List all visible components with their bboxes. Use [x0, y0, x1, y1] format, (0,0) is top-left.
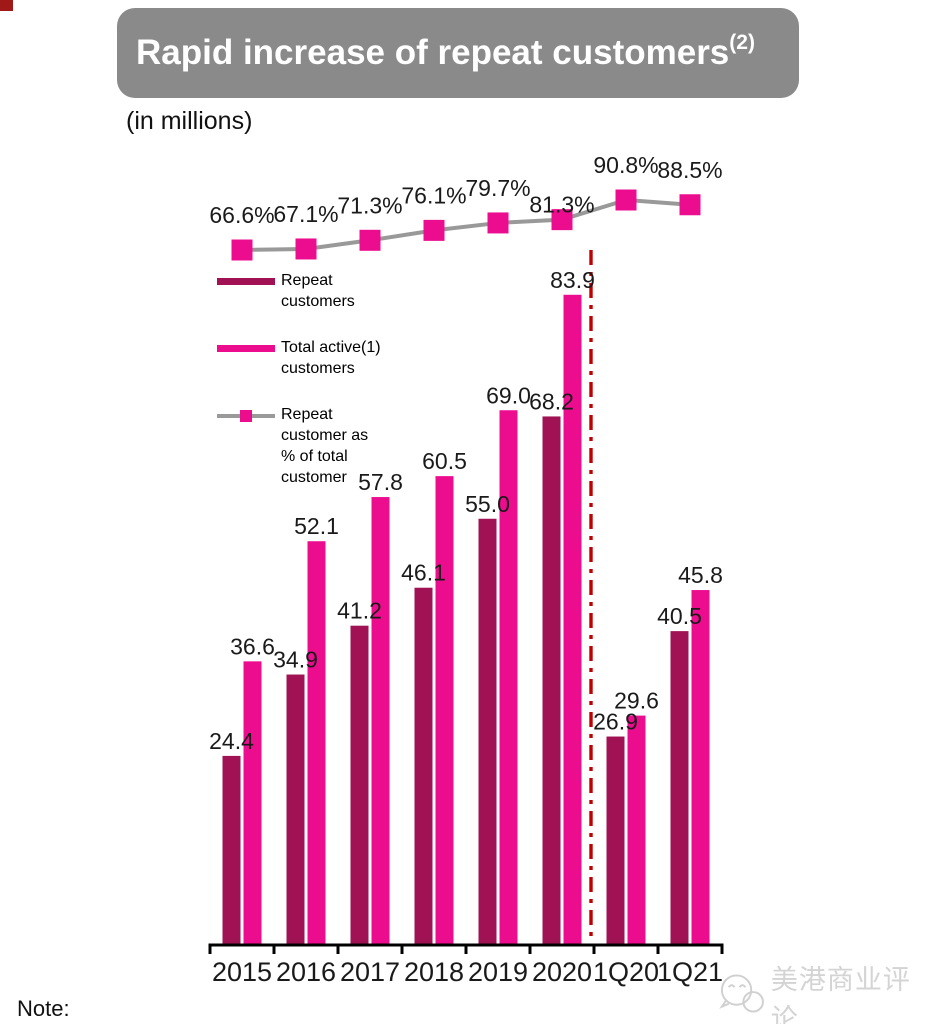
pct-marker-2017	[359, 229, 381, 251]
bar-total-1Q21	[691, 590, 710, 945]
bar-repeat-1Q20	[606, 736, 625, 945]
legend-pct-marker-square	[240, 410, 252, 422]
bar-total-2018	[435, 476, 454, 945]
bar-repeat-2019	[478, 518, 497, 945]
legend-label-repeat-pct: Repeat customer as % of total customer	[281, 406, 369, 486]
bar-value-repeat-2015: 24.4	[209, 728, 254, 754]
x-axis-label-2016: 2016	[276, 957, 336, 987]
bar-value-repeat-1Q21: 40.5	[657, 603, 702, 629]
bar-total-2016	[307, 541, 326, 945]
x-axis-label-1Q20: 1Q20	[593, 957, 659, 987]
pct-marker-2018	[423, 219, 445, 241]
pct-label-2020: 81.3%	[529, 192, 594, 218]
legend-item-repeat-customers: Repeat customers	[217, 270, 355, 312]
bar-value-total-2019: 69.0	[486, 382, 531, 408]
bar-total-2015	[243, 661, 262, 945]
bar-value-total-1Q21: 45.8	[678, 562, 723, 588]
legend-swatch-repeat-bar	[217, 278, 275, 285]
bar-value-repeat-2019: 55.0	[465, 491, 510, 517]
pct-marker-2020	[551, 209, 573, 231]
pct-label-1Q21: 88.5%	[657, 157, 722, 183]
bar-total-2020	[563, 294, 582, 945]
bar-repeat-2020	[542, 416, 561, 945]
bar-total-2017	[371, 497, 390, 945]
pct-line	[241, 197, 691, 253]
pct-label-1Q20: 90.8%	[593, 152, 658, 178]
bar-value-repeat-2017: 41.2	[337, 598, 382, 624]
title-banner: Rapid increase of repeat customers(2)	[117, 8, 799, 98]
x-axis-label-2017: 2017	[340, 957, 400, 987]
pct-marker-2019	[487, 212, 509, 234]
bar-repeat-2015	[222, 755, 241, 945]
x-axis-label-2018: 2018	[404, 957, 464, 987]
bar-value-repeat-2018: 46.1	[401, 560, 446, 586]
legend-item-total-active-customers: Total active(1) customers	[217, 337, 381, 379]
watermark: 美港商业评论	[718, 952, 935, 1024]
units-label: (in millions)	[126, 107, 253, 135]
pct-marker-2015	[231, 239, 253, 261]
bar-value-repeat-1Q20: 26.9	[593, 709, 638, 735]
pct-label-2018: 76.1%	[401, 182, 466, 208]
bar-repeat-2016	[286, 674, 305, 945]
page-title: Rapid increase of repeat customers(2)	[136, 31, 755, 73]
x-axis-label-2015: 2015	[212, 957, 272, 987]
pct-label-2016: 67.1%	[273, 201, 338, 227]
legend-label-total-active-customers: Total active(1) customers	[281, 339, 381, 377]
pct-label-2015: 66.6%	[209, 202, 274, 228]
page-title-text: Rapid increase of repeat customers	[136, 33, 730, 72]
bar-total-1Q20	[627, 715, 646, 945]
pct-label-2019: 79.7%	[465, 175, 530, 201]
legend-item-repeat-pct: Repeat customer as % of total customer	[217, 404, 368, 488]
pct-marker-2016	[295, 238, 317, 260]
x-axis-label-2020: 2020	[532, 957, 592, 987]
bar-value-repeat-2016: 34.9	[273, 647, 318, 673]
title-footnote-ref: (2)	[729, 31, 755, 55]
bar-value-total-2015: 36.6	[230, 633, 275, 659]
corner-accent	[0, 0, 13, 11]
bar-repeat-2017	[350, 625, 369, 945]
bar-value-total-1Q20: 29.6	[614, 688, 659, 714]
pct-marker-1Q21	[679, 194, 701, 216]
x-axis-label-2019: 2019	[468, 957, 528, 987]
bar-value-repeat-2020: 68.2	[529, 388, 574, 414]
legend-label-repeat-customers: Repeat customers	[281, 272, 355, 310]
bar-repeat-2018	[414, 587, 433, 945]
legend-swatch-total-bar	[217, 345, 275, 352]
pct-marker-1Q20	[615, 189, 637, 211]
bar-value-total-2016: 52.1	[294, 513, 339, 539]
bar-total-2019	[499, 410, 518, 945]
note-label: Note:	[17, 996, 70, 1021]
chat-bubbles-logo-icon	[719, 974, 764, 1013]
legend-swatch-pct-line	[217, 410, 275, 422]
watermark-text: 美港商业评论	[770, 965, 911, 1024]
x-axis-label-1Q21: 1Q21	[657, 957, 723, 987]
bar-value-total-2018: 60.5	[422, 448, 467, 474]
bar-repeat-1Q21	[670, 631, 689, 945]
bar-value-total-2020: 83.9	[550, 267, 595, 293]
bar-value-total-2017: 57.8	[358, 469, 403, 495]
pct-label-2017: 71.3%	[337, 192, 402, 218]
